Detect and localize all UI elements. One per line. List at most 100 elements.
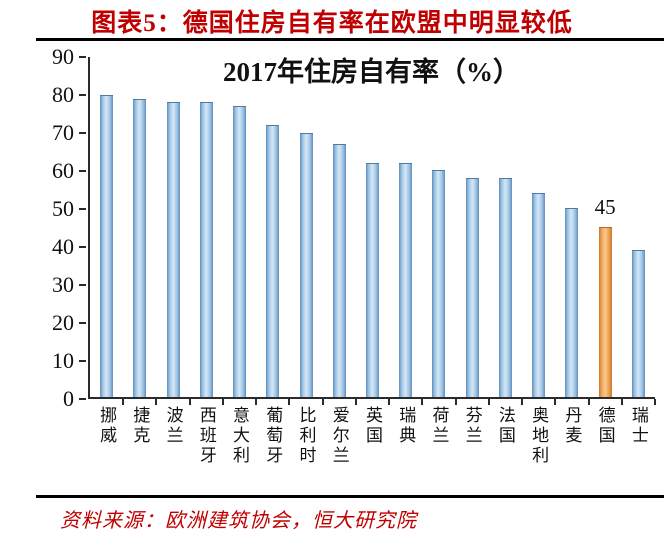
- y-axis-tick-mark: [79, 56, 86, 58]
- bar: [266, 125, 280, 397]
- y-axis: 0 10 20 30 40 50 60 70 80 90: [0, 44, 86, 411]
- bar-slot: 比利时: [289, 57, 324, 466]
- bar-slot: 爱尔兰: [323, 57, 357, 466]
- y-axis-tick-mark: [79, 94, 86, 97]
- x-axis-category-label: 葡萄牙: [263, 406, 283, 466]
- bar: [233, 106, 247, 397]
- x-axis-category-label: 意大利: [230, 406, 250, 466]
- bar-slot: 挪威: [90, 57, 125, 446]
- x-axis-tick: [487, 399, 490, 405]
- x-axis-category-label: 瑞典: [396, 406, 416, 446]
- y-axis-tick-mark: [79, 360, 86, 363]
- x-axis-tick: [354, 399, 357, 405]
- y-axis-tick: 90: [52, 44, 86, 70]
- bar: [631, 249, 645, 397]
- bar-slot: 瑞士: [622, 57, 656, 446]
- x-axis-tick: [554, 399, 557, 405]
- x-axis-category-label: 西班牙: [196, 406, 216, 466]
- x-axis-category-label: 德国: [595, 406, 615, 446]
- x-axis-tick: [653, 399, 656, 405]
- bar-slot: 意大利: [223, 57, 258, 466]
- bar: [399, 162, 413, 397]
- y-axis-tick-mark: [79, 284, 86, 286]
- x-axis-tick: [188, 399, 191, 405]
- plot-area: 挪威 捷克 波兰 西班牙 意大利 葡萄牙 比利时 爱尔兰 英国 瑞典 荷兰 芬兰 法国 奥地利 丹麦 45 德国…: [88, 57, 656, 466]
- y-axis-tick-label: 40: [52, 234, 74, 260]
- bar-slot: 波兰: [156, 57, 191, 446]
- x-axis-category-label: 爱尔兰: [329, 406, 349, 466]
- y-axis-tick-label: 80: [52, 82, 74, 108]
- bar: [100, 94, 114, 397]
- bar: [133, 98, 147, 397]
- y-axis-tick-label: 30: [52, 272, 74, 297]
- x-axis-tick: [221, 399, 224, 405]
- bar: [166, 102, 180, 397]
- bar: [565, 208, 579, 397]
- bar-slot: 奥地利: [522, 57, 557, 466]
- y-axis-tick: 30: [52, 272, 86, 298]
- x-axis-category-label: 挪威: [97, 406, 117, 446]
- bar-slot: 法国: [489, 57, 524, 446]
- bar: [532, 193, 546, 397]
- y-axis-tick-label: 90: [52, 44, 74, 69]
- bar-slot: 瑞典: [389, 57, 424, 446]
- x-axis-tick: [122, 399, 125, 405]
- bar: [332, 143, 346, 397]
- bar-slot: 葡萄牙: [256, 57, 291, 466]
- y-axis-tick-label: 70: [52, 120, 74, 145]
- y-axis-tick-label: 50: [52, 196, 74, 221]
- bar-slot: 丹麦: [555, 57, 590, 446]
- x-axis-category-label: 英国: [362, 406, 382, 446]
- y-axis-tick-mark: [79, 246, 86, 249]
- x-axis-tick: [521, 399, 524, 405]
- bar: [465, 177, 479, 397]
- y-axis-tick-mark: [79, 132, 86, 134]
- x-axis-category-label: 波兰: [163, 406, 183, 446]
- x-axis-category-label: 瑞士: [628, 406, 648, 446]
- chart-title: 2017年住房自有率（%）: [223, 57, 520, 87]
- x-axis-category-label: 荷兰: [429, 406, 449, 446]
- source-divider: [36, 495, 664, 498]
- bar-slot: 45 德国: [589, 57, 623, 446]
- x-axis-tick: [388, 399, 391, 405]
- y-axis-tick: 80: [52, 82, 86, 108]
- x-axis-category-label: 奥地利: [529, 406, 549, 466]
- x-axis-tick: [620, 399, 623, 405]
- x-axis-tick: [421, 399, 424, 405]
- y-axis-tick-mark: [79, 208, 86, 210]
- figure-caption: 图表5：德国住房自有率在欧盟中明显较低: [91, 10, 573, 37]
- x-axis-tick: [288, 399, 291, 405]
- y-axis-tick-label: 0: [63, 386, 74, 411]
- y-axis-tick: 70: [52, 120, 86, 146]
- x-axis-tick: [321, 399, 324, 405]
- bar: [498, 177, 512, 397]
- y-axis-tick: 40: [52, 234, 86, 260]
- bar: [199, 102, 213, 397]
- y-axis-tick-label: 10: [52, 348, 74, 374]
- x-axis-tick: [155, 399, 158, 405]
- x-axis-category-label: 丹麦: [562, 406, 582, 446]
- x-axis-category-label: 法国: [495, 406, 515, 446]
- x-axis-tick: [454, 399, 457, 405]
- highlight-value-label: 45: [594, 195, 616, 219]
- bar-slot: 英国: [356, 57, 391, 446]
- bar: [432, 170, 446, 397]
- bar-highlight: [598, 227, 612, 397]
- x-axis-category-label: 比利时: [296, 406, 316, 466]
- bar: [299, 132, 313, 397]
- y-axis-tick-mark: [79, 170, 86, 172]
- y-axis-tick: 60: [52, 158, 86, 184]
- bar-slot: 西班牙: [190, 57, 224, 466]
- y-axis-tick: 20: [52, 310, 86, 336]
- bar-slot: 芬兰: [456, 57, 490, 446]
- y-axis-tick: 10: [52, 348, 86, 374]
- y-axis-tick-mark: [79, 322, 86, 325]
- source-text: 资料来源：欧洲建筑协会，恒大研究院: [60, 510, 417, 532]
- caption-divider: [36, 38, 664, 41]
- x-axis-tick: [587, 399, 590, 405]
- x-axis-tick: [255, 399, 258, 405]
- y-axis-tick-label: 20: [52, 310, 74, 336]
- y-axis-tick: 0: [63, 386, 86, 412]
- y-axis-tick-mark: [79, 398, 86, 400]
